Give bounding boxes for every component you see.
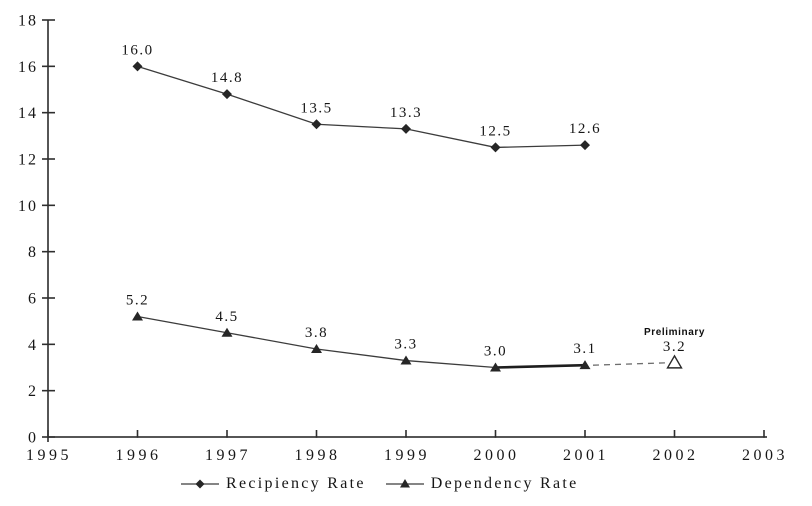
data-point-marker-diamond [132, 61, 143, 72]
legend-item-recipiency-rate: Recipiency Rate [181, 475, 366, 493]
data-point-marker-diamond [311, 119, 322, 130]
data-point-marker-triangle [311, 343, 322, 353]
data-point-marker-diamond [222, 89, 232, 100]
data-point-label: 3.0 [484, 344, 507, 360]
legend-item-dependency-rate: Dependency Rate [385, 475, 579, 493]
data-point-label: 14.8 [211, 70, 243, 86]
x-tick-label: 1998 [295, 447, 341, 464]
data-point-marker-diamond [401, 123, 411, 134]
data-point-marker-diamond [580, 140, 590, 151]
data-point-label: 3.1 [573, 341, 596, 357]
preliminary-value-label: 3.2 [663, 339, 686, 355]
diamond-marker-icon [181, 479, 219, 489]
data-point-marker-diamond [490, 142, 501, 153]
x-tick-label: 1995 [26, 447, 72, 464]
data-point-label: 12.5 [479, 123, 511, 139]
data-point-marker-open-triangle [666, 354, 683, 369]
x-tick-label: 2003 [742, 447, 788, 464]
y-tick-label: 0 [28, 430, 38, 447]
data-point-label: 12.6 [569, 121, 601, 137]
data-point-marker-triangle [221, 327, 233, 337]
data-point-label: 13.5 [300, 100, 332, 116]
x-tick-label: 1999 [384, 447, 430, 464]
x-tick-label: 1997 [205, 447, 251, 464]
series-line-emphasized-segment [495, 363, 586, 369]
y-tick-label: 18 [18, 13, 38, 30]
series-line [137, 65, 586, 149]
data-point-label: 5.2 [126, 293, 149, 309]
x-tick-label: 2002 [653, 447, 699, 464]
plot-area: 0 2 4 6 8 10 12 14 16 18 1995 1996 1997 1998 1999 2000 2… [18, 13, 788, 465]
y-tick-label: 8 [28, 244, 38, 261]
y-tick-label: 6 [28, 291, 38, 308]
data-point-marker-triangle [579, 360, 591, 370]
chart-legend: Recipiency Rate Dependency Rate [181, 475, 579, 493]
data-point-marker-triangle [490, 362, 501, 372]
y-tick-label: 16 [18, 59, 38, 76]
data-point-label: 4.5 [215, 309, 238, 325]
y-tick-label: 12 [18, 152, 38, 169]
x-tick-label: 1996 [116, 447, 162, 464]
series-line [137, 315, 586, 369]
x-tick-label: 2000 [474, 447, 520, 464]
y-tick-label: 4 [28, 337, 38, 354]
data-point-marker-triangle [132, 311, 143, 321]
x-tick-label: 2001 [563, 447, 609, 464]
preliminary-annotation: Preliminary [644, 327, 705, 338]
preliminary-dashed-connector [592, 362, 666, 366]
triangle-marker-icon [385, 479, 424, 488]
data-point-label: 3.3 [394, 337, 417, 353]
data-point-marker-triangle [400, 355, 412, 365]
y-tick-label: 2 [28, 383, 38, 400]
y-tick-label: 10 [18, 198, 38, 215]
data-point-label: 13.3 [390, 105, 422, 121]
data-point-label: 3.8 [305, 325, 328, 341]
y-tick-label: 14 [18, 105, 38, 122]
legend-label-recipiency-rate: Recipiency Rate [226, 475, 366, 492]
data-point-label: 16.0 [121, 42, 153, 58]
legend-label-dependency-rate: Dependency Rate [430, 475, 579, 492]
